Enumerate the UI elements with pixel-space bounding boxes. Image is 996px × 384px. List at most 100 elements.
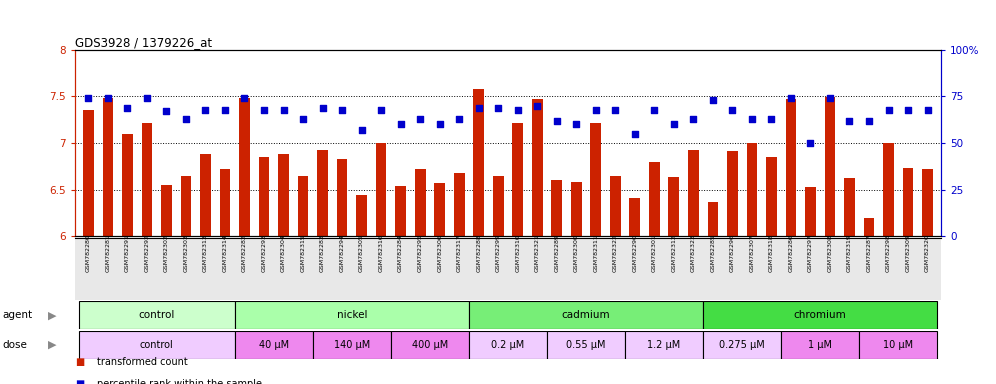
Bar	[845, 179, 855, 236]
Text: 0.55 μM: 0.55 μM	[567, 340, 606, 350]
Text: control: control	[138, 310, 175, 320]
Point	[880, 106, 896, 113]
Point	[81, 95, 97, 101]
Bar	[825, 98, 836, 236]
Text: agent: agent	[2, 310, 32, 320]
Bar	[473, 89, 484, 236]
Text: 1 μM: 1 μM	[808, 340, 833, 350]
Point	[158, 108, 174, 114]
Bar	[625, 331, 703, 359]
Point	[374, 106, 389, 113]
Text: 1.2 μM: 1.2 μM	[647, 340, 680, 350]
Point	[685, 116, 701, 122]
Bar	[668, 177, 679, 236]
Bar	[727, 151, 738, 236]
Point	[900, 106, 916, 113]
Bar	[703, 331, 781, 359]
Point	[626, 131, 642, 137]
Bar	[766, 157, 777, 236]
Bar	[83, 111, 94, 236]
Bar	[414, 169, 425, 236]
Bar	[123, 134, 132, 236]
Bar	[864, 217, 874, 236]
Text: nickel: nickel	[337, 310, 368, 320]
Point	[861, 118, 876, 124]
Bar	[239, 98, 250, 236]
Bar	[591, 122, 602, 236]
Text: 40 μM: 40 μM	[259, 340, 289, 350]
Point	[334, 106, 350, 113]
Bar	[434, 183, 445, 236]
Text: GDS3928 / 1379226_at: GDS3928 / 1379226_at	[75, 36, 212, 49]
Point	[646, 106, 662, 113]
Bar	[512, 122, 523, 236]
Bar	[493, 175, 504, 236]
Bar	[781, 331, 860, 359]
Point	[100, 95, 116, 101]
Point	[744, 116, 760, 122]
Text: ▶: ▶	[48, 310, 57, 320]
Point	[178, 116, 194, 122]
Bar	[707, 202, 718, 236]
Point	[236, 95, 252, 101]
Point	[783, 95, 799, 101]
Bar	[747, 143, 757, 236]
Bar	[337, 159, 348, 236]
Bar	[390, 331, 469, 359]
Bar	[703, 301, 937, 329]
Bar	[313, 331, 390, 359]
Bar	[883, 143, 893, 236]
Bar	[610, 175, 621, 236]
Point	[569, 121, 585, 127]
Text: ■: ■	[75, 379, 84, 384]
Bar	[860, 331, 937, 359]
Text: chromium: chromium	[794, 310, 847, 320]
Bar	[395, 186, 406, 236]
Point	[803, 140, 819, 146]
Bar	[317, 151, 328, 236]
Bar	[532, 99, 543, 236]
Text: cadmium: cadmium	[562, 310, 611, 320]
Text: 400 μM: 400 μM	[411, 340, 448, 350]
Point	[588, 106, 604, 113]
Bar	[688, 151, 699, 236]
Bar	[469, 301, 703, 329]
Point	[919, 106, 935, 113]
Text: ■: ■	[75, 358, 84, 367]
Text: transformed count: transformed count	[97, 358, 187, 367]
Point	[842, 118, 858, 124]
Bar	[235, 301, 469, 329]
Bar	[259, 157, 269, 236]
Bar	[902, 168, 913, 236]
Bar	[180, 175, 191, 236]
Bar	[200, 154, 211, 236]
Point	[451, 116, 467, 122]
Point	[138, 95, 154, 101]
Bar	[922, 169, 933, 236]
Text: ▶: ▶	[48, 340, 57, 350]
Bar	[454, 173, 464, 236]
Point	[392, 121, 408, 127]
Point	[412, 116, 428, 122]
Bar	[629, 198, 640, 236]
Point	[549, 118, 565, 124]
Text: dose: dose	[2, 340, 27, 350]
Bar	[79, 331, 235, 359]
Bar	[357, 195, 367, 236]
Point	[666, 121, 682, 127]
Bar	[547, 331, 625, 359]
Point	[256, 106, 272, 113]
Point	[315, 104, 331, 111]
Text: control: control	[139, 340, 173, 350]
Bar	[649, 162, 659, 236]
Text: 0.2 μM: 0.2 μM	[491, 340, 525, 350]
Bar	[552, 180, 562, 236]
Bar	[786, 99, 797, 236]
Point	[217, 106, 233, 113]
Bar	[103, 98, 114, 236]
Bar	[161, 185, 171, 236]
Point	[529, 103, 545, 109]
Point	[120, 104, 135, 111]
Bar	[219, 169, 230, 236]
Bar	[469, 331, 547, 359]
